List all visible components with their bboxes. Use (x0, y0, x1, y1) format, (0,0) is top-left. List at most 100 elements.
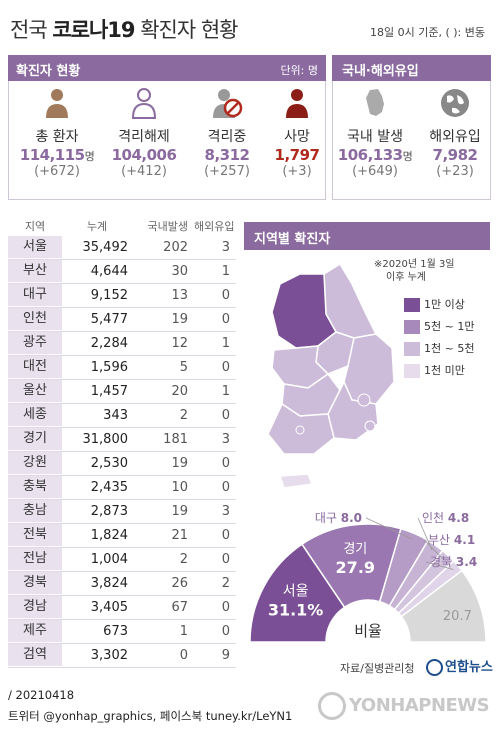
table-row: 울산 1,457 20 1 (8, 380, 236, 404)
korea-map-icon (366, 89, 384, 116)
pie-outer-name: 인천 (422, 510, 448, 525)
cell-total: 673 (103, 624, 128, 639)
cell-region: 검역 (8, 644, 62, 666)
title-rest: 확진자 현황 (140, 18, 238, 42)
stat-change: (+3) (282, 164, 312, 179)
table-row: 전북 1,824 21 0 (8, 524, 236, 548)
stat-value: 114,115명 (16, 146, 98, 164)
stat-change: (+257) (204, 164, 250, 179)
region-table: 지역 누계 국내발생 해외유입 서울 35,492 202 3 부산 4,644 30 1 대구… (8, 214, 236, 668)
table-row: 경북 3,824 26 2 (8, 572, 236, 596)
cell-domestic: 19 (171, 312, 188, 327)
stat-value: 1,797 (256, 146, 338, 164)
cell-total: 2,530 (90, 456, 128, 471)
stat-number: 1,797 (274, 146, 320, 164)
cell-domestic: 10 (171, 480, 188, 495)
cell-region: 강원 (8, 452, 62, 474)
cell-region: 대전 (8, 356, 62, 378)
table-row: 충남 2,873 19 3 (8, 500, 236, 524)
stat-origin0-0: 국내 발생 106,133명 (+649) (334, 86, 416, 179)
person-prohibited-icon (213, 89, 243, 118)
pie-label-value: 31.1% (268, 601, 324, 620)
confirmed-panel-title: 확진자 현황 (16, 64, 81, 79)
stat-label: 총 환자 (35, 129, 79, 145)
page-title: 전국 코로나19 확진자 현황 (10, 14, 238, 44)
cell-domestic: 20 (171, 384, 188, 399)
stat-confirmed0-0: 총 환자 114,115명 (+672) (16, 86, 98, 179)
stat-number: 104,006 (111, 146, 177, 164)
stat-number: 114,115 (19, 146, 85, 164)
brand-logo: 연합뉴스 (426, 656, 493, 676)
cell-total: 1,824 (90, 528, 128, 543)
map-note-line1: ※2020년 1월 3일 (374, 259, 455, 270)
title-prefix: 전국 (10, 18, 48, 42)
stat-origin1-0: 해외유입 7,982 (+23) (414, 86, 496, 179)
pie-leader-line (425, 561, 454, 570)
pie-outer-label: 대구 8.0 (315, 511, 362, 525)
pie-slice-1 (300, 523, 402, 609)
pie-outer-value: 4.8 (448, 511, 469, 525)
cell-region: 대구 (8, 284, 62, 306)
cell-imported: 9 (221, 648, 230, 663)
cell-domestic: 19 (171, 456, 188, 471)
stat-number: 106,133 (337, 146, 403, 164)
cell-imported: 0 (221, 528, 230, 543)
legend-item: 1천 ~ 5천 (404, 340, 474, 356)
map-note-line2: 이후 누계 (386, 272, 426, 283)
cell-total: 1,004 (90, 552, 128, 567)
cell-total: 2,873 (90, 504, 128, 519)
header-imported: 해외유입 (194, 220, 235, 233)
social-label: 트위터 @yonhap_graphics, 페이스북 tuney.kr/LeYN… (8, 709, 293, 723)
cell-region: 광주 (8, 332, 62, 354)
cell-total: 2,435 (90, 480, 128, 495)
stat-value: 106,133명 (334, 146, 416, 164)
cell-total: 5,477 (90, 312, 128, 327)
cell-imported: 0 (221, 288, 230, 303)
header-region: 지역 (24, 220, 46, 233)
legend-label: 1만 이상 (424, 298, 465, 311)
stat-change: (+23) (436, 164, 474, 179)
confirmed-panel (8, 81, 326, 200)
pie-leader-line (423, 539, 445, 561)
cell-domestic: 19 (171, 504, 188, 519)
watermark-icon (318, 692, 346, 720)
cell-region: 경남 (8, 596, 62, 618)
pie-outer-label: 경북 3.4 (430, 555, 477, 569)
pie-leader-line (365, 517, 413, 540)
table-row: 서울 35,492 202 3 (8, 236, 236, 260)
cell-imported: 3 (221, 432, 230, 447)
cell-domestic: 202 (163, 240, 188, 255)
legend-swatch (404, 298, 420, 312)
map-city-busan (364, 420, 376, 432)
map-header: 지역별 확진자 (244, 222, 490, 250)
base-time-note: 18일 0시 기준, ( ): 변동 (370, 26, 485, 39)
date-label: / 20210418 (8, 688, 75, 702)
cell-domestic: 1 (179, 624, 188, 639)
cell-domestic: 30 (171, 264, 188, 279)
table-row: 부산 4,644 30 1 (8, 260, 236, 284)
cell-region: 세종 (8, 404, 62, 426)
cell-imported: 0 (221, 480, 230, 495)
pie-outer-value: 4.1 (454, 533, 475, 547)
stat-change: (+412) (121, 164, 167, 179)
table-row: 검역 3,302 0 9 (8, 644, 236, 668)
table-row: 제주 673 1 0 (8, 620, 236, 644)
cell-domestic: 5 (179, 360, 188, 375)
cell-region: 제주 (8, 620, 62, 642)
cell-imported: 0 (221, 360, 230, 375)
table-row: 인천 5,477 19 0 (8, 308, 236, 332)
cell-total: 2,284 (90, 336, 128, 351)
table-row: 충북 2,435 10 0 (8, 476, 236, 500)
pie-slice-6 (400, 569, 487, 643)
stat-value: 7,982 (414, 146, 496, 164)
stat-label: 격리해제 (118, 129, 170, 145)
cell-domestic: 21 (171, 528, 188, 543)
pie-label-other: 20.7 (443, 609, 472, 624)
cell-region: 경기 (8, 428, 62, 450)
cell-region: 경북 (8, 572, 62, 594)
table-row: 경기 31,800 181 3 (8, 428, 236, 452)
map-region-jeju (278, 473, 314, 489)
stat-label: 해외유입 (429, 129, 481, 145)
legend-swatch (404, 364, 420, 378)
